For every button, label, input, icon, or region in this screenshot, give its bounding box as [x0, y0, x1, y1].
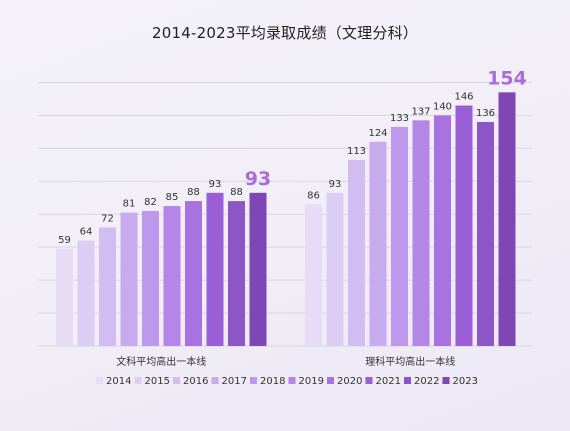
bar — [120, 212, 138, 346]
bar — [99, 227, 116, 346]
category-label: 理科平均高出一本线 — [365, 355, 455, 368]
bar — [498, 92, 516, 347]
legend-swatch — [96, 377, 103, 384]
legend-swatch — [404, 377, 411, 384]
data-label: 88 — [187, 187, 200, 198]
data-label: 124 — [368, 128, 387, 139]
bar — [228, 201, 245, 346]
data-label: 82 — [144, 197, 157, 208]
legend-swatch — [211, 377, 219, 384]
legend-label: 2017 — [222, 376, 247, 387]
bar — [434, 115, 451, 346]
bar — [77, 240, 95, 346]
bar — [185, 201, 202, 346]
legend-swatch — [365, 377, 373, 384]
bar — [142, 210, 159, 346]
data-label: 113 — [347, 146, 366, 157]
legend-label: 2021 — [376, 376, 401, 387]
data-label: 59 — [58, 235, 71, 246]
legend-label: 2016 — [183, 376, 208, 387]
bar — [455, 105, 473, 346]
bar — [305, 204, 322, 346]
data-label: 81 — [123, 199, 136, 210]
bar — [206, 192, 224, 346]
bar — [249, 192, 267, 346]
data-label: 146 — [454, 92, 473, 103]
data-label: 93 — [245, 168, 271, 190]
data-label: 133 — [390, 113, 409, 124]
chart-title: 2014-2023平均录取成绩（文理分科） — [152, 24, 418, 42]
legend-swatch — [442, 377, 450, 384]
legend-swatch — [250, 377, 257, 384]
data-label: 93 — [329, 179, 342, 190]
data-label: 86 — [307, 190, 320, 201]
bar — [391, 126, 408, 346]
bar — [369, 141, 387, 346]
bar — [163, 206, 181, 346]
legend-label: 2022 — [414, 376, 439, 387]
data-label: 136 — [476, 108, 495, 119]
data-label: 85 — [166, 192, 179, 203]
bar — [412, 120, 430, 347]
data-label: 137 — [411, 106, 430, 117]
legend-swatch — [173, 377, 180, 384]
data-label: 88 — [230, 187, 243, 198]
bar — [348, 159, 365, 346]
legend-label: 2015 — [145, 376, 170, 387]
category-label: 文科平均高出一本线 — [116, 355, 206, 368]
bar — [326, 192, 344, 346]
legend-label: 2018 — [260, 376, 285, 387]
data-label: 93 — [209, 179, 222, 190]
bar — [477, 122, 494, 346]
data-label: 140 — [433, 101, 452, 112]
legend-swatch — [327, 377, 334, 384]
data-label: 72 — [101, 213, 114, 224]
data-label: 154 — [487, 67, 527, 89]
data-label: 64 — [80, 227, 93, 238]
legend-swatch — [288, 377, 296, 384]
legend-label: 2023 — [453, 376, 478, 387]
legend-label: 2019 — [299, 376, 324, 387]
legend-label: 2014 — [106, 376, 131, 387]
legend-label: 2020 — [337, 376, 362, 387]
bar — [56, 248, 73, 346]
legend-swatch — [134, 377, 142, 384]
